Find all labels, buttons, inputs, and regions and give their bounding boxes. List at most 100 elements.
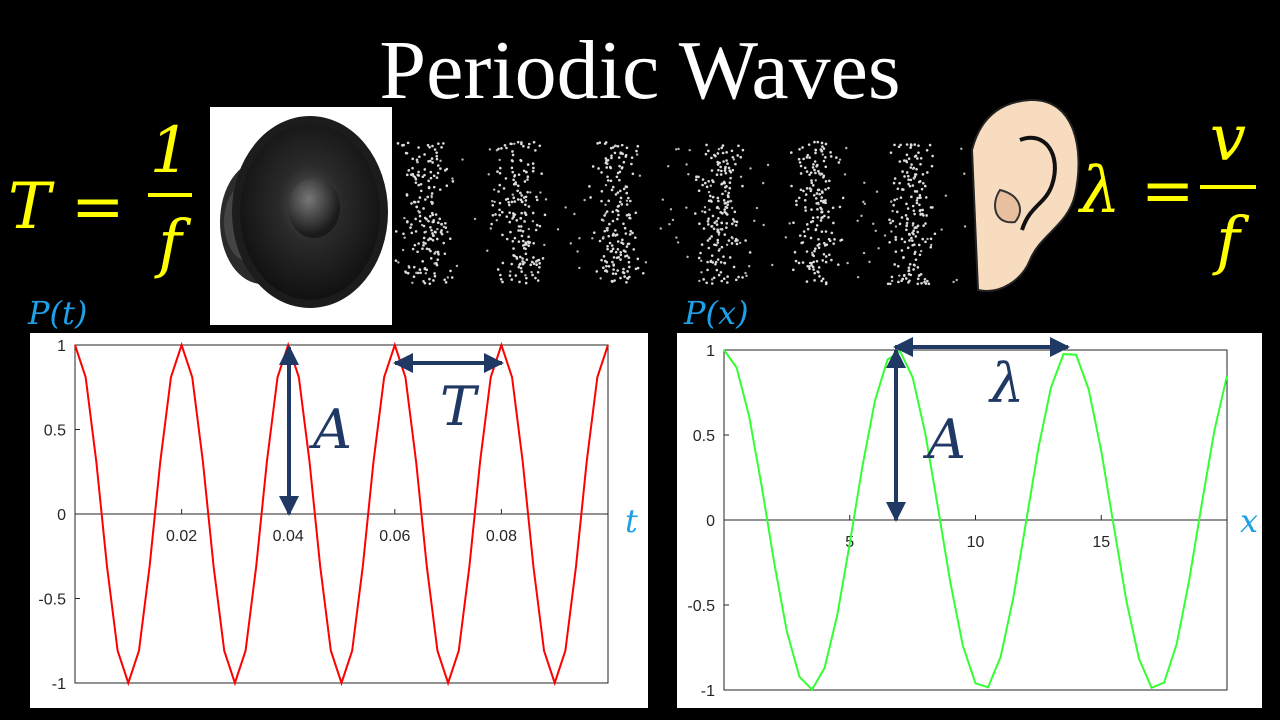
- particle: [716, 238, 720, 242]
- particle: [536, 270, 540, 274]
- particle: [835, 156, 838, 159]
- particle: [910, 236, 913, 240]
- particle: [591, 165, 595, 168]
- particle: [624, 153, 628, 157]
- particle: [732, 158, 736, 161]
- particle: [712, 276, 716, 280]
- line-chart: -1 -0.5 0 0.5 1 0.02 0.04 0.06 0.08 t A T: [38, 338, 638, 693]
- particle: [432, 219, 436, 222]
- particle: [635, 153, 639, 156]
- particle: [916, 277, 920, 281]
- particle: [431, 161, 434, 164]
- particle: [694, 178, 698, 182]
- particle: [425, 217, 428, 221]
- particle: [816, 188, 820, 192]
- particle: [924, 282, 928, 285]
- particle: [890, 230, 893, 233]
- particle: [401, 248, 405, 252]
- particle: [747, 265, 751, 268]
- particle: [576, 250, 579, 253]
- particle: [839, 239, 842, 242]
- particle: [907, 281, 910, 284]
- annotation: A: [308, 398, 352, 461]
- particle: [530, 270, 533, 274]
- particle: [521, 260, 524, 263]
- particle: [845, 146, 848, 150]
- particle: [501, 233, 504, 237]
- particle: [519, 266, 523, 270]
- particle: [817, 202, 820, 206]
- particle: [699, 251, 702, 255]
- particle: [697, 175, 700, 179]
- particle: [625, 185, 629, 189]
- particle: [931, 154, 934, 158]
- particle: [798, 161, 802, 164]
- particle: [685, 163, 688, 166]
- particle: [886, 282, 890, 286]
- particle: [905, 202, 908, 206]
- particle: [412, 200, 416, 204]
- particle: [726, 275, 729, 278]
- y-tick-label: 1: [706, 343, 715, 360]
- particle: [674, 148, 678, 151]
- particle: [417, 209, 420, 213]
- particle: [604, 203, 607, 207]
- particle: [588, 185, 591, 188]
- particle: [605, 159, 608, 163]
- particle: [919, 156, 923, 160]
- particle: [515, 255, 518, 259]
- particle: [833, 238, 836, 241]
- particle: [405, 173, 409, 177]
- particle: [722, 199, 726, 202]
- particle: [900, 249, 904, 252]
- particle: [921, 237, 924, 241]
- particle: [798, 147, 801, 151]
- particle: [609, 146, 613, 150]
- x-tick-label: 0.06: [379, 528, 410, 545]
- particle: [728, 256, 732, 259]
- x-tick-label: 15: [1092, 534, 1110, 551]
- particle: [439, 159, 442, 163]
- particle: [895, 197, 899, 201]
- particle: [430, 195, 433, 199]
- particle: [511, 170, 515, 174]
- particle: [626, 270, 629, 273]
- particle: [431, 238, 435, 242]
- particle: [518, 280, 521, 284]
- data-line: [723, 349, 1228, 692]
- particle: [896, 187, 900, 191]
- particle: [522, 196, 526, 199]
- particle: [432, 174, 436, 178]
- particle: [915, 226, 918, 229]
- particle: [891, 219, 895, 223]
- particle: [438, 217, 442, 221]
- particle: [804, 209, 807, 212]
- particle: [822, 241, 826, 245]
- particle: [805, 250, 809, 253]
- particle: [618, 200, 622, 204]
- particle: [509, 230, 512, 234]
- particle: [820, 190, 824, 193]
- particle: [890, 200, 893, 203]
- particle: [394, 259, 398, 262]
- particle: [618, 164, 621, 168]
- particle: [707, 246, 711, 250]
- particle: [915, 199, 919, 202]
- particle: [708, 237, 712, 240]
- particle: [613, 279, 616, 282]
- particle: [822, 252, 826, 256]
- particle: [449, 269, 452, 273]
- particle: [913, 155, 917, 158]
- particle: [500, 147, 503, 150]
- particle: [715, 219, 718, 223]
- particle: [446, 276, 449, 279]
- particle: [442, 241, 446, 245]
- particle: [687, 173, 690, 176]
- particle: [923, 277, 927, 281]
- particle: [569, 242, 572, 245]
- particle: [823, 244, 827, 247]
- particle: [817, 169, 820, 173]
- particle: [705, 185, 709, 189]
- particle: [436, 227, 439, 231]
- particle: [616, 205, 620, 208]
